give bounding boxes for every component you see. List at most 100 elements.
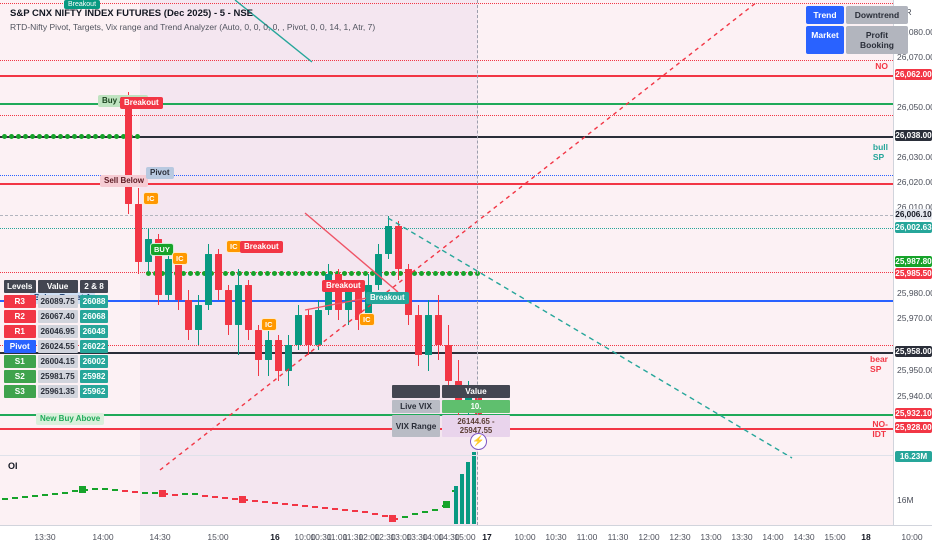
signal-dot (468, 271, 473, 276)
price-level-line (0, 175, 893, 176)
oi-volume-bar (472, 452, 476, 524)
time-axis-label: 17 (482, 532, 492, 542)
time-axis-label: 12:30 (374, 532, 396, 542)
signal-dot (265, 271, 270, 276)
signal-dot (160, 271, 165, 276)
price-level-line (0, 3, 893, 4)
signal-dot (447, 271, 452, 276)
chart-label-breakout: Breakout (322, 280, 365, 292)
trendlines-layer (159, 0, 793, 471)
price-axis[interactable]: INR26,080.0026,070.0026,050.0026,030.002… (893, 0, 932, 525)
oi-dash (132, 491, 138, 493)
chart-legend[interactable]: S&P CNX NIFTY INDEX FUTURES (Dec 2025) -… (10, 8, 375, 32)
time-axis-label: 15:00 (207, 532, 229, 542)
vix-header-blank (392, 385, 440, 398)
signal-dot (251, 271, 256, 276)
oi-dash (332, 508, 338, 510)
trendline (159, 1, 758, 471)
symbol-title: S&P CNX NIFTY INDEX FUTURES (Dec 2025) -… (10, 8, 254, 19)
time-axis-label: 14:00 (762, 532, 784, 542)
levels-table-row: S1 26004.15 26002 (4, 355, 109, 368)
chart-label-breakout: Breakout (240, 241, 283, 253)
time-axis[interactable]: 13:30 14:00 14:30 15:00 16 10:00 10:30 11:00 11:… (0, 525, 932, 550)
candle (295, 315, 302, 345)
indicator-subtitle: RTD-Nifty Pivot, Targets, Vix range and … (10, 22, 376, 32)
chart-label-breakout: Breakout (366, 292, 409, 304)
time-axis-label: 15:00 (454, 532, 476, 542)
time-axis-label: 13:00 (390, 532, 412, 542)
candle (315, 310, 322, 345)
time-axis-label: 11:30 (607, 532, 629, 542)
signal-dot (181, 271, 186, 276)
oi-dash (142, 492, 148, 494)
price-level-line (0, 136, 893, 138)
price-axis-label: 25,940.00 (897, 391, 932, 401)
price-axis-label: 26,030.00 (897, 152, 932, 162)
price-axis-label: 25,950.00 (897, 365, 932, 375)
oi-dash (372, 513, 378, 515)
signal-dot (86, 134, 91, 139)
signal-dot (100, 134, 105, 139)
level-value-cell: 26089.75 (37, 295, 78, 308)
candle (175, 259, 182, 300)
candle (415, 315, 422, 355)
price-axis-badge: 26,002.63 (895, 222, 932, 233)
candle (165, 259, 172, 295)
session-highlight-layer (140, 0, 478, 525)
price-level-line (0, 103, 893, 105)
trendline (387, 217, 793, 459)
candle (325, 274, 332, 310)
candle (275, 340, 282, 371)
candle (335, 274, 342, 310)
signal-dot (65, 134, 70, 139)
oi-dash (52, 493, 58, 495)
oi-dash (112, 489, 118, 491)
vix-row-value: 26144.65 - 25947.55 (442, 415, 510, 437)
oi-dash (292, 504, 298, 506)
levels-table-header: Value (37, 280, 78, 293)
price-axis-badge: 25,932.10 (895, 408, 932, 419)
candle (185, 300, 192, 330)
signal-dot (293, 271, 298, 276)
oi-marker (389, 515, 396, 522)
market-button[interactable]: Market (806, 26, 844, 54)
chart-canvas[interactable]: Value Live VIX 10. VIX Range 26144.65 - 2594… (0, 0, 893, 525)
signal-dot (93, 134, 98, 139)
level-value-cell: 26004.15 (37, 355, 78, 368)
trend-button[interactable]: Trend (806, 6, 844, 24)
oi-dash (72, 490, 78, 492)
price-axis-badge: 26,062.00 (895, 69, 932, 80)
candle (155, 239, 162, 295)
candle (145, 239, 152, 262)
time-axis-label: 11:00 (326, 532, 348, 542)
signal-dot (440, 271, 445, 276)
signal-dot (237, 271, 242, 276)
signal-dot (356, 271, 361, 276)
price-level-line (0, 272, 893, 273)
trend-status: Downtrend (846, 6, 908, 24)
signal-dot (107, 134, 112, 139)
price-axis-badge: 16.23M (895, 451, 932, 462)
signal-dot (195, 271, 200, 276)
vix-header-value: Value (442, 385, 510, 398)
price-axis-label: 25,980.00 (897, 288, 932, 298)
signal-dot (223, 271, 228, 276)
signal-badge-ic: IC (261, 318, 277, 331)
candle (375, 254, 382, 285)
level-value-cell: 25961.35 (37, 385, 78, 398)
time-axis-label: 14:30 (438, 532, 460, 542)
levels-table-row: Pivot 26024.55 26022 (4, 340, 109, 353)
time-axis-label: 10:00 (514, 532, 536, 542)
time-axis-label: 15:00 (824, 532, 846, 542)
time-axis-label: 12:30 (669, 532, 691, 542)
level-name-cell: R3 (4, 295, 36, 308)
signal-dot (426, 271, 431, 276)
time-axis-label: 14:00 (422, 532, 444, 542)
signal-dot (121, 134, 126, 139)
candle (445, 345, 452, 381)
time-axis-label: 14:30 (149, 532, 171, 542)
level-name-label: bear SP (870, 354, 888, 374)
levels-table-row: S2 25981.75 25982 (4, 370, 109, 383)
market-status: Profit Booking (846, 26, 908, 54)
oi-volume-bar (460, 474, 464, 524)
